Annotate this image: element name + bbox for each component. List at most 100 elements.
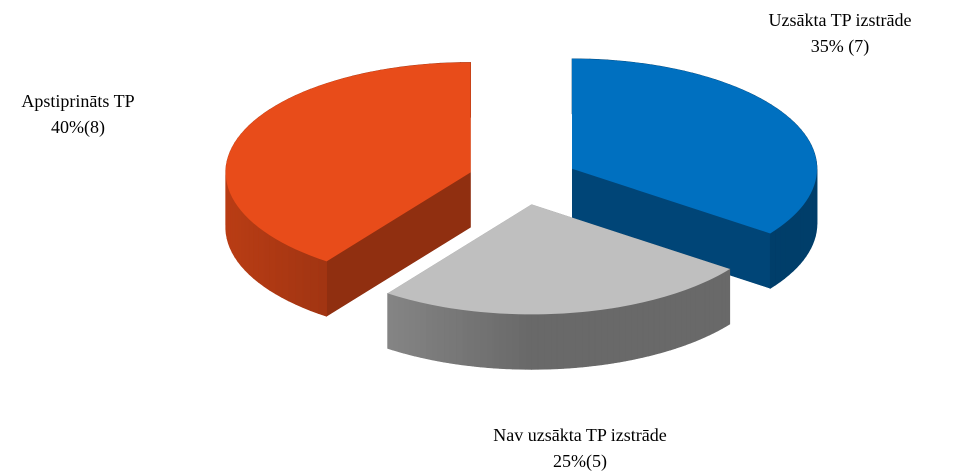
slice-group	[225, 62, 471, 317]
slice-wall	[524, 314, 532, 370]
slice-wall	[281, 241, 289, 302]
slice-wall	[799, 204, 804, 265]
slice-wall	[575, 311, 583, 368]
slice-wall	[625, 304, 632, 362]
slice-wall	[449, 307, 457, 365]
slice-wall	[796, 207, 801, 269]
slice-wall	[302, 252, 311, 312]
slice-wall	[288, 245, 296, 305]
slice-wall	[408, 299, 416, 357]
slice	[387, 204, 730, 315]
slice-group	[387, 204, 731, 370]
slice-wall	[295, 248, 304, 309]
slice-wall	[275, 238, 283, 299]
slice-wall	[709, 277, 714, 336]
slice-wall	[805, 196, 809, 258]
slice-wall	[231, 196, 236, 259]
slice-wall	[607, 307, 614, 365]
slice-wall	[474, 311, 481, 368]
slice-label: Uzsākta TP izstrāde	[769, 10, 912, 30]
slice-wall	[725, 268, 731, 327]
slice-wall	[792, 211, 798, 272]
slice-wall	[486, 312, 494, 369]
slice	[225, 62, 471, 262]
slice-wall	[556, 313, 564, 370]
slice-wall	[685, 287, 692, 346]
slice-group	[571, 58, 818, 289]
slice-wall	[788, 215, 794, 276]
slice-wall	[784, 219, 790, 279]
slice-wall	[613, 306, 620, 364]
slice-wall	[582, 311, 590, 368]
slice-wall	[244, 214, 250, 275]
slice-wall	[443, 306, 451, 364]
value-label: 25%(5)	[553, 451, 607, 472]
slice-wall	[721, 270, 727, 330]
value-label: 40%(8)	[51, 117, 105, 138]
slice-wall	[619, 305, 626, 363]
slice-wall	[642, 300, 649, 358]
slice-wall	[403, 297, 410, 356]
slice-wall	[387, 292, 394, 351]
slice-wall	[499, 313, 507, 370]
slice-wall	[563, 312, 571, 369]
slice-wall	[248, 218, 254, 280]
slice-side	[572, 168, 771, 289]
slice-wall	[425, 303, 433, 361]
slice-wall	[594, 309, 602, 366]
slice-wall	[648, 299, 655, 357]
slice-wall	[492, 312, 500, 369]
slice-wall	[480, 311, 488, 368]
slice-wall	[253, 222, 259, 284]
slice-wall	[769, 229, 776, 289]
slice-wall	[237, 205, 242, 267]
slice-label: Nav uzsākta TP izstrāde	[493, 425, 666, 445]
slice-wall	[269, 234, 276, 295]
value-label: 35% (7)	[811, 36, 869, 57]
slice-wall	[699, 281, 706, 340]
slice-wall	[420, 302, 427, 360]
slice-wall	[803, 200, 807, 261]
slice-wall	[397, 296, 404, 354]
slice-wall	[659, 296, 666, 354]
slice-side	[326, 172, 471, 317]
slice-wall	[713, 275, 719, 334]
slice-wall	[569, 312, 577, 369]
slice-wall	[600, 308, 608, 366]
slice-wall	[653, 297, 660, 356]
slice-wall	[505, 313, 513, 370]
slice-wall	[240, 209, 246, 271]
slice-wall	[310, 255, 319, 315]
slice-wall	[670, 292, 676, 351]
slice-wall	[531, 314, 539, 370]
slice	[572, 58, 818, 234]
slice-wall	[690, 285, 696, 344]
slice-wall	[664, 294, 671, 353]
slice-wall	[675, 291, 682, 349]
slice-wall	[467, 310, 475, 367]
slice-wall	[455, 308, 463, 366]
slice-wall	[437, 305, 445, 363]
slice-wall	[717, 273, 723, 332]
slice-wall	[461, 309, 469, 366]
slice-wall	[775, 226, 781, 286]
slice-wall	[431, 304, 439, 362]
slice-label: Apstiprināts TP	[21, 91, 134, 111]
slice-wall	[544, 313, 552, 370]
slice-wall	[263, 230, 270, 291]
slice-wall	[636, 302, 644, 360]
slice-wall	[695, 283, 701, 342]
slice-wall	[808, 193, 812, 253]
slice-wall	[550, 313, 558, 370]
slice-wall	[537, 313, 545, 370]
slice-wall	[630, 303, 638, 361]
slice-wall	[779, 222, 786, 283]
slice-wall	[704, 279, 710, 338]
slice-wall	[588, 310, 596, 367]
slice-wall	[258, 226, 265, 287]
slice-wall	[414, 300, 421, 358]
slice-wall	[234, 200, 238, 263]
slice-wall	[392, 294, 399, 353]
slice-wall	[512, 313, 520, 370]
slice-wall	[518, 313, 526, 370]
